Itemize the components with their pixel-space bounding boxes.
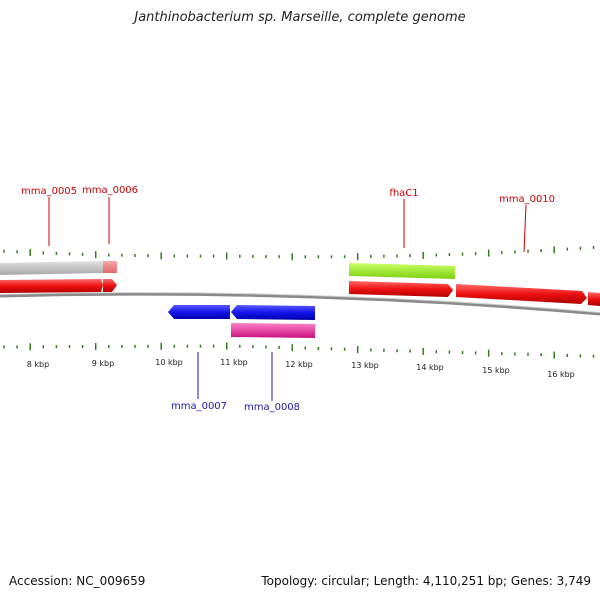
scale-label-10kbp: 10 kbp <box>155 358 183 367</box>
upper-tick-marks <box>3 245 595 261</box>
gene-label-mma-0006[interactable]: mma_0006 <box>82 185 138 196</box>
scale-label-12kbp: 12 kbp <box>285 360 313 369</box>
accession-text: Accession: NC_009659 <box>9 574 146 588</box>
gene-label-fhaC1[interactable]: fhaC1 <box>389 188 418 199</box>
scale-label-15kbp: 15 kbp <box>482 366 510 375</box>
genome-backbone <box>0 292 600 316</box>
gene-label-mma-0008[interactable]: mma_0008 <box>244 402 300 413</box>
gene-arrow-fhaC1[interactable] <box>349 281 453 297</box>
gene-arrow-mma-0010[interactable] <box>456 284 587 304</box>
gene-arrow-mma-0006[interactable] <box>103 279 117 292</box>
scale-label-14kbp: 14 kbp <box>416 363 444 372</box>
gene-label-mma-0007[interactable]: mma_0007 <box>171 401 227 412</box>
gene-bar-mma-0006[interactable] <box>103 261 117 273</box>
gene-bar-mma-0008[interactable] <box>231 323 315 338</box>
scale-label-9kbp: 9 kbp <box>92 359 114 368</box>
gene-label-mma-0005[interactable]: mma_0005 <box>21 186 77 197</box>
scale-label-16kbp: 16 kbp <box>547 370 575 379</box>
gene-arrow-next[interactable] <box>588 292 600 306</box>
gene-label-mma-0010[interactable]: mma_0010 <box>499 194 555 205</box>
gene-arrow-mma-0005[interactable] <box>0 279 103 293</box>
scale-label-11kbp: 11 kbp <box>220 358 248 367</box>
gene-bar-fhaC1[interactable] <box>349 263 455 279</box>
scale-label-13kbp: 13 kbp <box>351 361 379 370</box>
gene-arrow-mma-0007[interactable] <box>168 305 230 319</box>
gene-bar-mma-0005[interactable] <box>0 261 103 275</box>
leader-mma-0010 <box>523 204 527 253</box>
genome-summary-text: Topology: circular; Length: 4,110,251 bp… <box>261 574 591 588</box>
scale-label-8kbp: 8 kbp <box>27 360 49 369</box>
lower-tick-marks <box>3 342 595 359</box>
genome-backbone-highlight <box>0 292 600 313</box>
gene-arrow-mma-0008[interactable] <box>231 305 315 320</box>
map-title: Janthinobacterium sp. Marseille, complet… <box>134 10 466 25</box>
